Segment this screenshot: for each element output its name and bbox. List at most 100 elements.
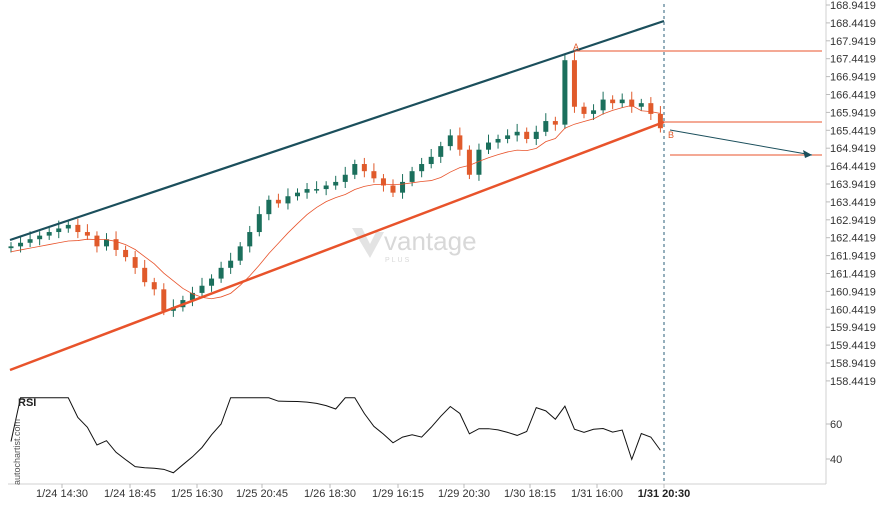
candle-body (619, 99, 625, 104)
upper-trendline (9, 19, 665, 242)
y-tick-label: 168.4419 (830, 18, 876, 30)
rsi-y-tick-label: 60 (830, 419, 842, 431)
candle-body (65, 224, 71, 229)
y-tick-label: 159.9419 (830, 322, 876, 334)
candle-body (123, 249, 129, 258)
y-tick-label: 165.9419 (830, 107, 876, 119)
candle-body (37, 235, 43, 240)
candle-body (285, 196, 291, 204)
candle-body (8, 246, 14, 249)
candle-body (46, 232, 52, 236)
y-tick-label: 165.4419 (830, 125, 876, 137)
y-tick-label: 166.9419 (830, 72, 876, 84)
candle-body (447, 135, 453, 147)
candle-body (237, 246, 243, 261)
candle-body (113, 239, 119, 250)
candle-body (142, 267, 148, 283)
candle-body (189, 292, 195, 301)
candle-body (476, 149, 482, 175)
candle-body (104, 239, 109, 247)
x-tick-label: 1/31 16:00 (571, 488, 623, 500)
candle-body (27, 239, 33, 243)
lower-trendline (9, 120, 665, 372)
candle-body (400, 181, 406, 193)
candle-body (342, 174, 348, 182)
candle-body (333, 181, 339, 186)
candle-body (323, 185, 329, 190)
y-tick-label: 160.4419 (830, 304, 876, 316)
rsi-line (10, 397, 661, 474)
candle-body (199, 285, 205, 293)
candle-body (581, 106, 587, 114)
price-plot: AB (8, 4, 822, 484)
rsi-title: RSI (18, 397, 36, 409)
candle-body (466, 149, 472, 175)
candle-body (552, 121, 558, 125)
rsi-plot (10, 397, 661, 474)
candle-body (591, 110, 597, 114)
x-tick-label: 1/25 16:30 (171, 488, 223, 500)
candle-body (562, 60, 568, 125)
candle-body (132, 257, 138, 268)
side-brand-text: autochartist.com (12, 419, 22, 485)
candle-body (505, 135, 511, 139)
axes: 168.9419 168.4419 167.9419 167.4419 166.9419… (36, 0, 876, 500)
candle-body (266, 199, 272, 215)
watermark-subtext: PLUS (385, 257, 411, 264)
candle-body (600, 99, 606, 111)
y-tick-label: 167.9419 (830, 36, 876, 48)
x-tick-label: 1/31 20:30 (638, 488, 691, 500)
y-tick-label: 160.9419 (830, 286, 876, 298)
candle-body (361, 164, 367, 172)
y-tick-label: 163.4419 (830, 197, 876, 209)
candle-body (56, 228, 62, 233)
y-tick-label: 161.9419 (830, 251, 876, 263)
candle-body (256, 214, 262, 233)
y-tick-label: 162.9419 (830, 215, 876, 227)
y-tick-label: 158.9419 (830, 358, 876, 370)
candle-body (543, 121, 549, 132)
candle-body (275, 199, 281, 204)
candle-body (524, 131, 530, 139)
candle-body (457, 135, 463, 150)
x-tick-label: 1/29 16:15 (372, 488, 424, 500)
candle-body (638, 103, 644, 107)
y-tick-label: 163.9419 (830, 179, 876, 191)
point-b-label: B (668, 130, 674, 140)
candle-body (409, 171, 415, 182)
projection-arrow-icon (803, 150, 812, 158)
candle-body (218, 267, 224, 279)
watermark-logo-icon (352, 228, 384, 258)
candle-body (18, 242, 24, 247)
candle-body (571, 60, 577, 107)
y-tick-label: 158.4419 (830, 376, 876, 388)
point-a-label: A (573, 42, 579, 52)
candle-body (629, 99, 635, 107)
x-tick-label: 1/29 20:30 (438, 488, 490, 500)
candle-body (151, 282, 157, 290)
candle-body (94, 235, 100, 247)
y-tick-label: 161.4419 (830, 269, 876, 281)
candle-body (304, 189, 310, 193)
watermark: vantage PLUS (352, 226, 477, 264)
candle-body (371, 171, 377, 179)
y-tick-label: 159.4419 (830, 340, 876, 352)
candle-body (438, 146, 444, 157)
watermark-text: vantage (384, 226, 477, 256)
x-tick-label: 1/26 18:30 (304, 488, 356, 500)
candle-body (533, 131, 539, 139)
candle-body (380, 178, 386, 186)
candle-body (352, 164, 358, 175)
candle-body (84, 232, 90, 236)
candle-body (247, 232, 253, 247)
candle-body (314, 189, 320, 191)
candle-body (419, 164, 425, 172)
rsi-y-tick-label: 40 (830, 454, 842, 466)
y-tick-label: 164.4419 (830, 161, 876, 173)
candle-body (514, 131, 520, 136)
candle-body (428, 156, 434, 165)
candle-body (657, 113, 663, 129)
candle-body (209, 278, 215, 286)
